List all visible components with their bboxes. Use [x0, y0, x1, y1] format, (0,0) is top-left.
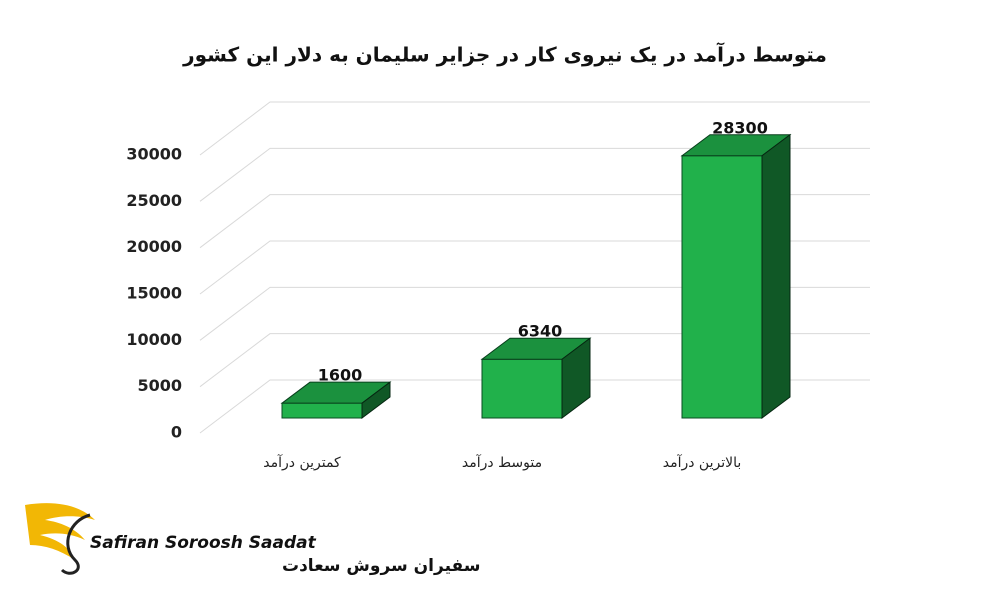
y-tick-label: 0 — [171, 423, 182, 442]
x-tick-label: بالاترین درآمد — [663, 454, 742, 471]
y-tick-label: 25000 — [126, 191, 182, 210]
grid-line — [199, 333, 870, 388]
bar — [280, 381, 392, 419]
y-tick-label: 15000 — [126, 284, 182, 303]
grid-line — [199, 147, 870, 202]
bar-side — [361, 381, 391, 419]
grid-line — [199, 286, 870, 341]
logo: Safiran Soroosh Saadat سفیران سروش سعادت — [25, 503, 480, 576]
bar-front — [481, 358, 563, 419]
y-tick-label: 10000 — [126, 330, 182, 349]
grid-line — [199, 379, 870, 434]
value-label: 6340 — [518, 322, 563, 341]
logo-latin: Safiran Soroosh Saadat — [90, 533, 317, 553]
y-tick-label: 20000 — [126, 237, 182, 256]
y-tick-label: 30000 — [126, 145, 182, 164]
grid-line — [199, 194, 870, 249]
bar-side — [761, 133, 791, 419]
x-tick-label: متوسط درآمد — [462, 454, 542, 471]
grid-line — [199, 101, 870, 156]
grid-line — [199, 240, 870, 295]
bar — [480, 337, 592, 419]
chart-title: متوسط درآمد در یک نیروی کار در جزایر سلی… — [182, 42, 827, 67]
bar-side — [561, 337, 591, 419]
value-label: 1600 — [318, 366, 363, 385]
x-tick-label: کمترین درآمد — [263, 454, 341, 471]
bar-front — [681, 155, 763, 419]
logo-swan — [60, 513, 91, 575]
bar-front — [281, 402, 363, 419]
logo-persian: سفیران سروش سعادت — [282, 556, 480, 576]
bar — [680, 133, 792, 419]
logo-wing — [25, 503, 95, 560]
y-tick-label: 5000 — [137, 376, 182, 395]
value-label: 28300 — [712, 118, 768, 137]
